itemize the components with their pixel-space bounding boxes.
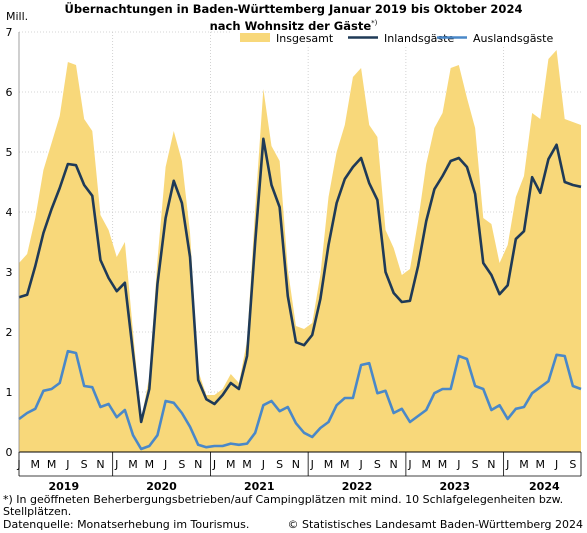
x-tick-label-2022-07: J bbox=[358, 458, 362, 471]
legend-label-insgesamt: Insgesamt bbox=[276, 32, 334, 45]
x-tick-label-2021-03: M bbox=[226, 458, 236, 471]
year-label-2019: 2019 bbox=[48, 480, 79, 490]
x-tick-label-2019-07: J bbox=[65, 458, 69, 471]
legend-swatch-insgesamt bbox=[240, 33, 270, 42]
axis-layer bbox=[18, 32, 582, 477]
year-label-2022: 2022 bbox=[342, 480, 373, 490]
legend-label-auslandsgäste: Auslandsgäste bbox=[473, 32, 553, 45]
x-tick-label-2021-11: N bbox=[292, 458, 300, 471]
y-tick-label-5: 5 bbox=[6, 146, 13, 159]
x-tick-label-2019-03: M bbox=[31, 458, 41, 471]
y-axis-labels: 0 1 2 3 4 5 6 7 bbox=[6, 26, 13, 459]
x-tick-label-2024-07: J bbox=[554, 458, 558, 471]
data-source: Datenquelle: Monatserhebung im Tourismus… bbox=[3, 518, 250, 531]
y-tick-label-3: 3 bbox=[6, 266, 13, 279]
x-tick-label-2023-11: N bbox=[487, 458, 495, 471]
x-tick-label-2024-03: M bbox=[519, 458, 529, 471]
x-tick-label-2020-01: J bbox=[114, 458, 118, 471]
footnote: *) In geöffneten Beherbergungsbetrieben/… bbox=[3, 493, 564, 518]
y-tick-label-7: 7 bbox=[6, 26, 13, 39]
x-tick-label-2022-11: N bbox=[390, 458, 398, 471]
footnote-marker: *) bbox=[371, 19, 378, 27]
legend: Insgesamt Inlandsgäste Auslandsgäste bbox=[232, 30, 582, 45]
x-tick-label-2023-03: M bbox=[421, 458, 431, 471]
chart-title-line1: Übernachtungen in Baden-Württemberg Janu… bbox=[64, 2, 523, 16]
x-tick-label-2021-09: S bbox=[276, 458, 283, 471]
x-tick-label-2020-11: N bbox=[194, 458, 202, 471]
y-tick-label-2: 2 bbox=[6, 326, 13, 339]
chart-title-line2-text: nach Wohnsitz der Gäste bbox=[209, 18, 372, 33]
x-tick-label-2020-07: J bbox=[163, 458, 167, 471]
x-tick-label-2020-03: M bbox=[128, 458, 138, 471]
x-tick-label-2024-05: M bbox=[536, 458, 546, 471]
y-tick-label-6: 6 bbox=[6, 86, 13, 99]
x-tick-label-2023-09: S bbox=[472, 458, 479, 471]
x-tick-label-2019-05: M bbox=[47, 458, 57, 471]
x-tick-label-2024-09: S bbox=[569, 458, 576, 471]
year-label-2021: 2021 bbox=[244, 480, 275, 490]
x-tick-label-2020-05: M bbox=[145, 458, 155, 471]
x-tick-label-2023-01: J bbox=[407, 458, 411, 471]
line-inlandsgäste bbox=[18, 137, 582, 424]
year-label-2024: 2024 bbox=[529, 480, 560, 490]
x-tick-label-2020-09: S bbox=[178, 458, 185, 471]
x-tick-label-2023-07: J bbox=[456, 458, 460, 471]
chart-title: Übernachtungen in Baden-Württemberg Janu… bbox=[0, 2, 587, 33]
x-tick-label-2022-09: S bbox=[374, 458, 381, 471]
x-tick-label-2019-01: J bbox=[16, 458, 20, 471]
x-tick-label-2019-09: S bbox=[81, 458, 88, 471]
line-layer bbox=[18, 137, 582, 451]
y-tick-label-0: 0 bbox=[6, 446, 13, 459]
x-tick-label-2021-05: M bbox=[242, 458, 252, 471]
chart-title-line2: nach Wohnsitz der Gäste*) bbox=[0, 16, 587, 33]
line-auslandsgäste bbox=[18, 349, 582, 451]
x-tick-label-2019-11: N bbox=[96, 458, 104, 471]
x-tick-label-2021-01: J bbox=[212, 458, 216, 471]
legend-label-inlandsgäste: Inlandsgäste bbox=[384, 32, 454, 45]
copyright: © Statistisches Landesamt Baden-Württemb… bbox=[287, 518, 583, 531]
y-tick-label-4: 4 bbox=[6, 206, 13, 219]
x-tick-label-2022-05: M bbox=[340, 458, 350, 471]
year-label-2023: 2023 bbox=[439, 480, 470, 490]
x-tick-label-2023-05: M bbox=[438, 458, 448, 471]
x-tick-label-2021-07: J bbox=[261, 458, 265, 471]
area-insgesamt bbox=[19, 50, 581, 452]
area-layer bbox=[19, 50, 581, 452]
year-label-2020: 2020 bbox=[146, 480, 177, 490]
x-tick-label-2024-01: J bbox=[505, 458, 509, 471]
y-axis-unit: Mill. bbox=[6, 10, 28, 23]
x-tick-label-2022-01: J bbox=[310, 458, 314, 471]
x-tick-label-2022-03: M bbox=[324, 458, 334, 471]
y-tick-label-1: 1 bbox=[6, 386, 13, 399]
legend-background bbox=[232, 30, 582, 45]
